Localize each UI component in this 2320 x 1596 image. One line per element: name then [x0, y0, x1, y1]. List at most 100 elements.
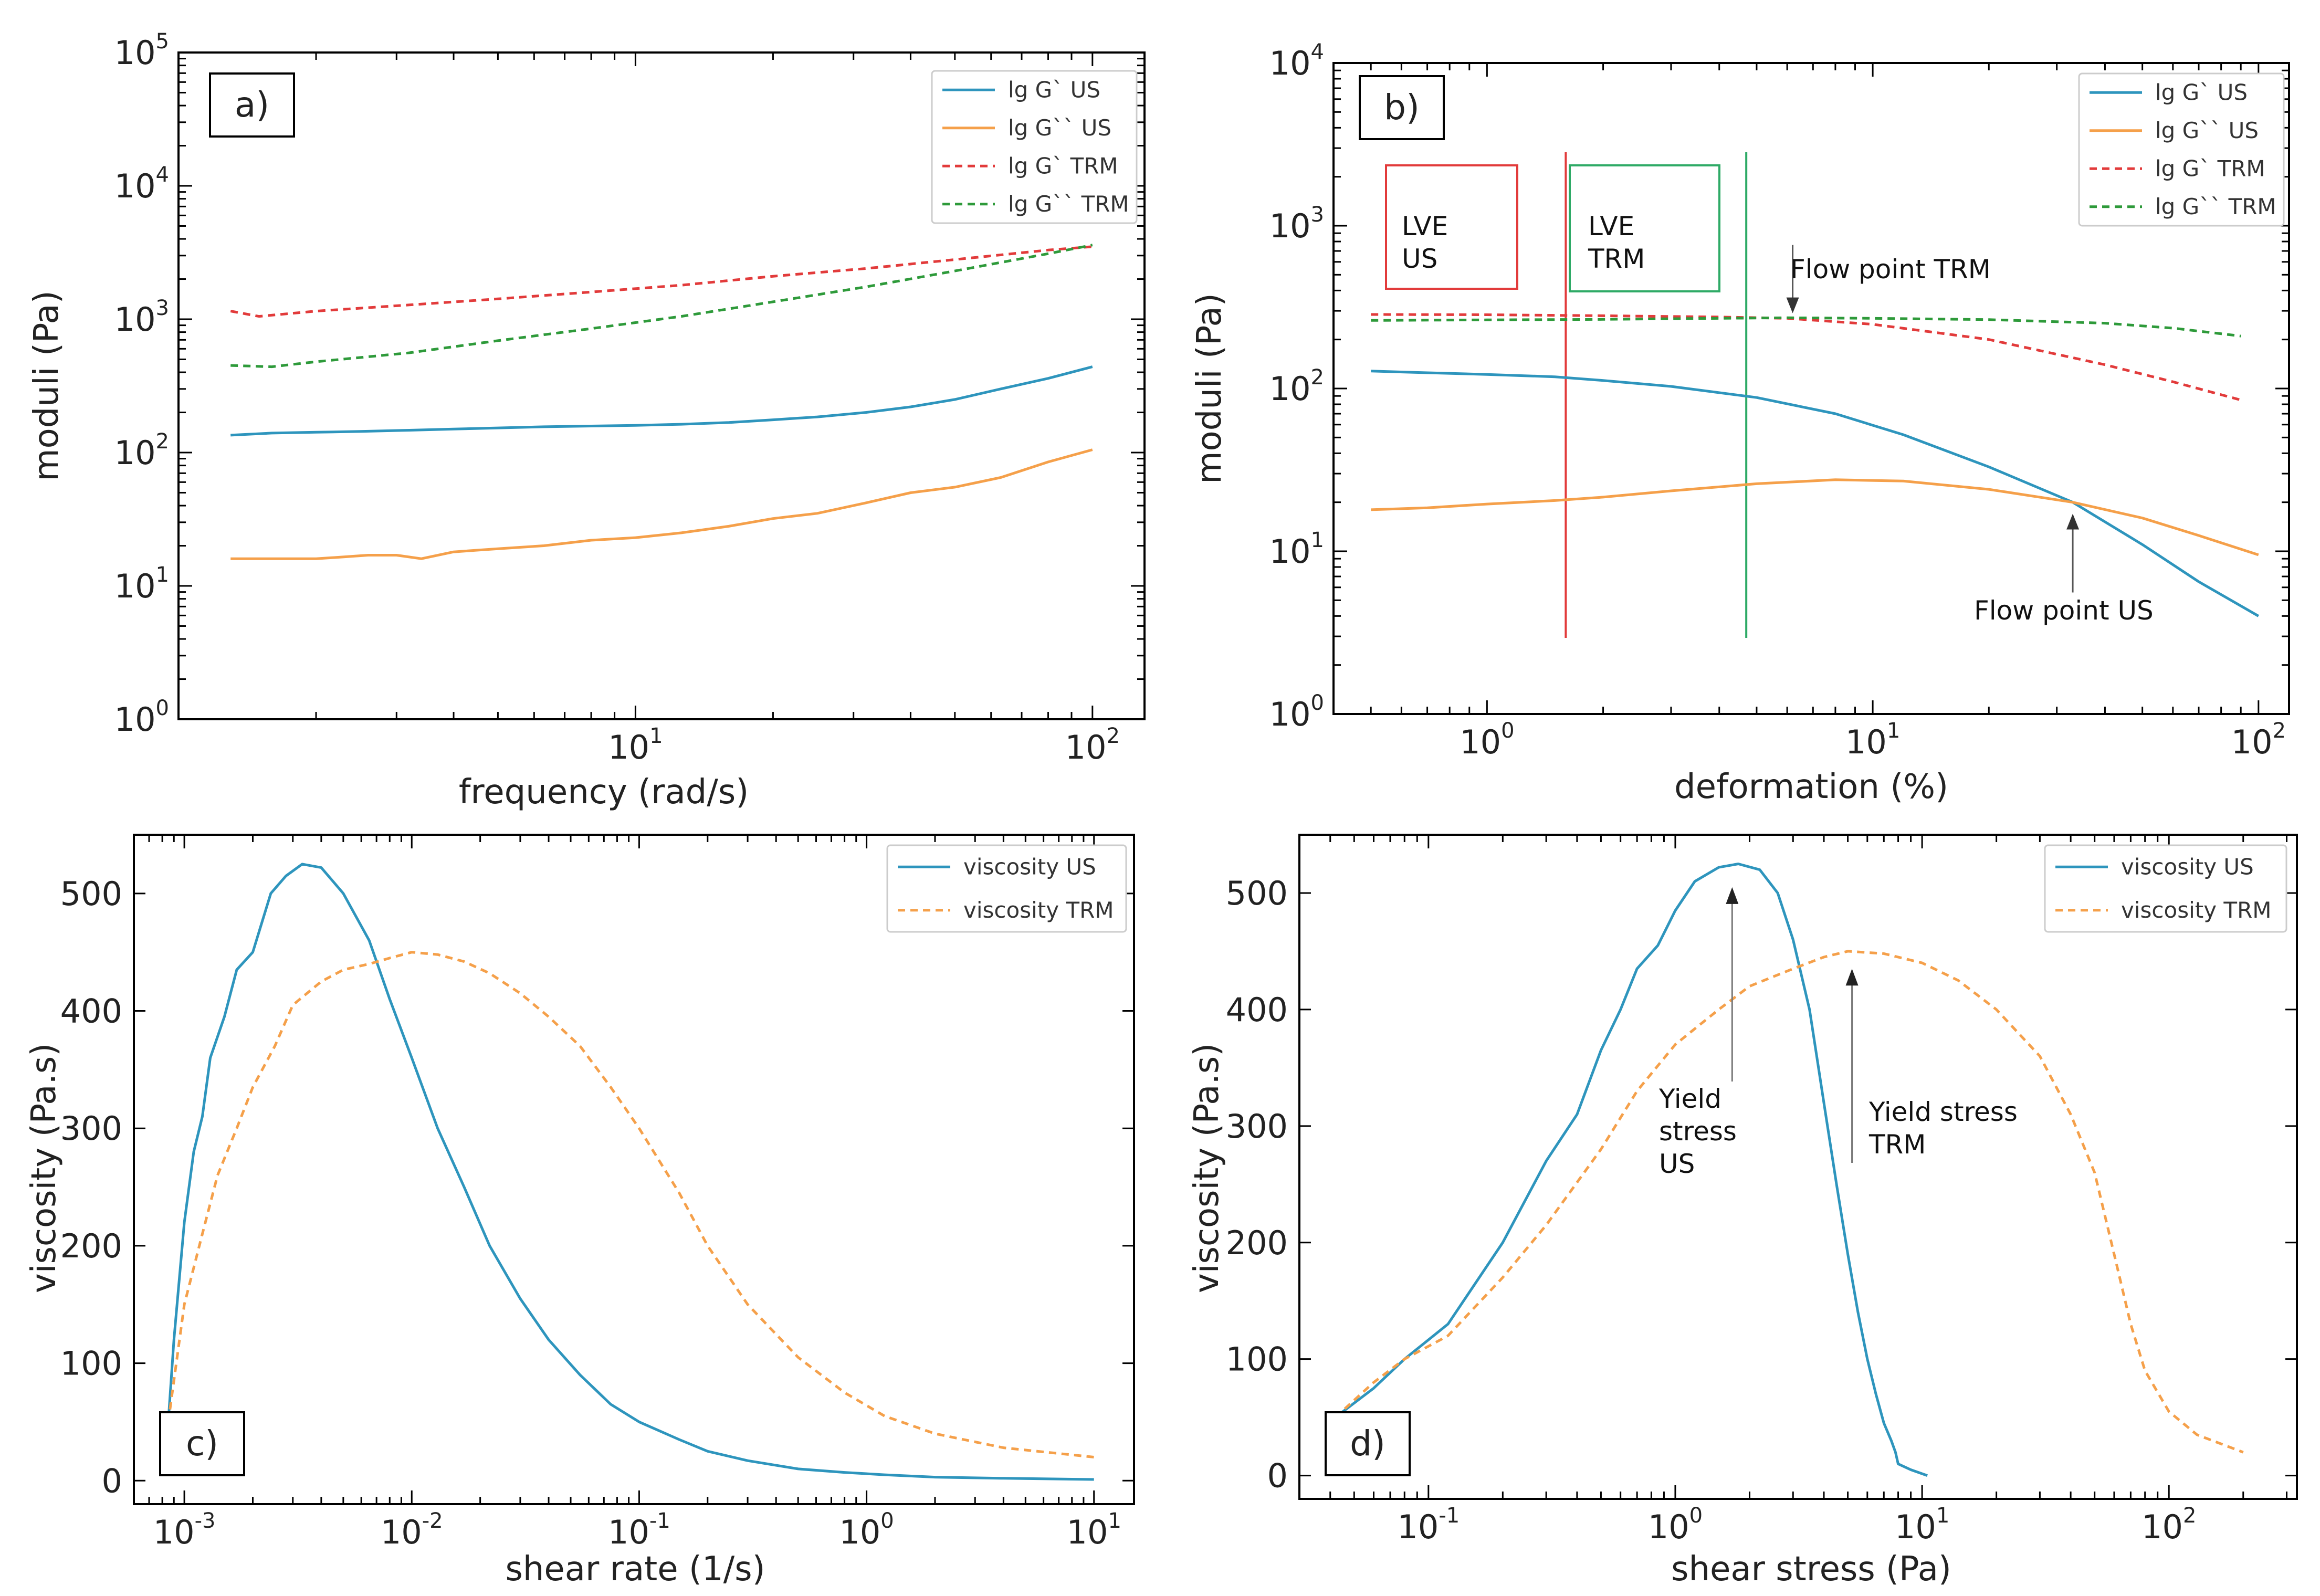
x-tick-label: 100 — [1648, 1504, 1703, 1546]
series-line-a-2 — [230, 245, 1093, 318]
lve-trm-line1: LVE — [1588, 211, 1634, 242]
yield-stress-arrows — [1726, 887, 1859, 1163]
x-tick-label: 102 — [1065, 724, 1120, 766]
x-tick-label: 101 — [608, 724, 663, 766]
plot-frame-c — [133, 834, 1135, 1505]
series-line-b-1 — [1371, 478, 2259, 556]
x-tick-label: 101 — [1067, 1509, 1121, 1551]
legend-entry: lg G`` TRM — [1008, 191, 1129, 217]
x-axis-title-d: shear stress (Pa) — [1671, 1550, 1951, 1589]
flow-point-trm-label: Flow point TRM — [1790, 254, 1991, 285]
legend-entry: lg G` TRM — [2155, 155, 2265, 181]
legend-entry: lg G` TRM — [1008, 153, 1118, 178]
legend-entry: lg G`` US — [2155, 118, 2259, 143]
y-tick-label: 400 — [1226, 991, 1288, 1029]
x-tick-label: 10-2 — [381, 1509, 443, 1551]
legend-d: viscosity US viscosity TRM — [2044, 844, 2287, 933]
panel-label-box-d — [1325, 1411, 1411, 1476]
legend-box — [931, 70, 1138, 224]
panel-a: 101 102 100 101 102 103 104 105 lg G` US lg G`` … — [27, 29, 1146, 812]
y-tick-label: 104 — [1269, 40, 1324, 82]
y-tick-label: 300 — [1226, 1107, 1288, 1146]
y-axis-title-b: moduli (Pa) — [1190, 293, 1229, 484]
ticks-d: 10-1 100 101 102 0 100 200 300 400 500 — [1226, 835, 2297, 1546]
panel-label-box-c — [159, 1411, 245, 1476]
y-tick-label: 500 — [60, 875, 122, 913]
y-tick-label: 100 — [114, 696, 169, 739]
legend-entry: viscosity TRM — [963, 897, 1114, 923]
yield-arrow-head-1 — [1845, 969, 1859, 986]
x-tick-label: 100 — [1460, 719, 1514, 761]
x-tick-label: 10-3 — [153, 1509, 216, 1551]
y-tick-label: 101 — [114, 563, 169, 605]
series-line-b-0 — [1371, 370, 2260, 617]
lve-trm-line2: TRM — [1588, 244, 1645, 274]
series-line-c-1 — [167, 951, 1094, 1458]
series-line-a-3 — [230, 244, 1093, 369]
plot-frame-d — [1298, 834, 2298, 1500]
legend-entry: lg G` US — [1008, 77, 1100, 102]
flow-point-us-label: Flow point US — [1974, 595, 2154, 626]
ticks-c: 10-3 10-2 10-1 100 101 0 100 200 300 400 500 — [60, 835, 1134, 1551]
panel-label-a: a) — [235, 85, 269, 125]
yield-trm-line2: TRM — [1868, 1129, 1926, 1160]
legend-b: lg G` US lg G`` US lg G` TRM lg G`` TRM — [2078, 72, 2285, 227]
y-tick-label: 100 — [1226, 1340, 1288, 1379]
y-tick-label: 102 — [1269, 365, 1324, 408]
ticks-a: 101 102 100 101 102 103 104 105 — [114, 29, 1145, 766]
y-tick-label: 0 — [1267, 1457, 1288, 1495]
panel-label-d: d) — [1350, 1423, 1385, 1464]
legend-box — [2078, 72, 2285, 227]
series-lines-a — [230, 244, 1093, 560]
ticks-b: 100 101 102 100 101 102 103 104 — [1269, 40, 2289, 761]
flow-trm-arrow-head — [1786, 297, 1799, 313]
series-line-c-0 — [167, 863, 1094, 1481]
series-line-a-0 — [230, 365, 1093, 437]
y-tick-label: 105 — [114, 29, 169, 72]
x-tick-label: 102 — [2141, 1504, 2196, 1546]
yield-us-line3: US — [1659, 1149, 1695, 1179]
y-tick-label: 200 — [60, 1227, 122, 1265]
y-tick-label: 400 — [60, 992, 122, 1031]
x-axis-title-c: shear rate (1/s) — [505, 1550, 765, 1589]
panel-label-box-a — [209, 72, 295, 138]
x-tick-label: 102 — [2231, 719, 2286, 761]
y-tick-label: 104 — [114, 163, 169, 205]
lve-us-line1: LVE — [1402, 211, 1448, 242]
x-axis-title-b: deformation (%) — [1674, 768, 1948, 806]
legend-entry: viscosity US — [963, 854, 1096, 879]
legend-a: lg G` US lg G`` US lg G` TRM lg G`` TRM — [931, 70, 1138, 224]
x-tick-label: 101 — [1845, 719, 1900, 761]
series-lines-d — [1335, 863, 2244, 1477]
panel-label-b: b) — [1384, 87, 1420, 128]
series-lines-c — [167, 863, 1094, 1481]
yield-trm-line1: Yield stress — [1868, 1097, 2018, 1127]
y-tick-label: 102 — [114, 429, 169, 472]
lve-trm-box — [1569, 164, 1720, 292]
legend-entry: lg G`` TRM — [2155, 194, 2276, 219]
lve-us-box — [1385, 164, 1518, 290]
panel-d: 10-1 100 101 102 0 100 200 300 400 500 viscosity … — [1188, 834, 2298, 1589]
x-tick-label: 10-1 — [1397, 1504, 1460, 1546]
panel-label-box-b — [1359, 75, 1445, 140]
y-tick-label: 500 — [1226, 874, 1288, 912]
legend-entry: viscosity TRM — [2121, 897, 2272, 923]
series-line-b-3 — [1371, 316, 2241, 338]
legend-entry: lg G`` US — [1008, 115, 1111, 141]
flow-point-arrows — [1786, 245, 2080, 593]
y-tick-label: 103 — [114, 296, 169, 339]
series-line-a-1 — [230, 448, 1093, 560]
plot-frame-a — [177, 51, 1146, 720]
y-tick-label: 101 — [1269, 528, 1324, 571]
yield-us-line2: stress — [1659, 1116, 1737, 1147]
y-tick-label: 200 — [1226, 1224, 1288, 1262]
panel-label-c: c) — [186, 1423, 218, 1464]
y-tick-label: 100 — [1269, 691, 1324, 733]
series-line-b-2 — [1371, 313, 2241, 402]
x-tick-label: 101 — [1895, 1504, 1949, 1546]
panel-b: 100 101 102 100 101 102 103 104 lg G` US lg G`` … — [1190, 40, 2290, 806]
series-line-d-0 — [1335, 863, 1928, 1477]
x-tick-label: 10-1 — [608, 1509, 670, 1551]
x-tick-label: 100 — [839, 1509, 894, 1551]
